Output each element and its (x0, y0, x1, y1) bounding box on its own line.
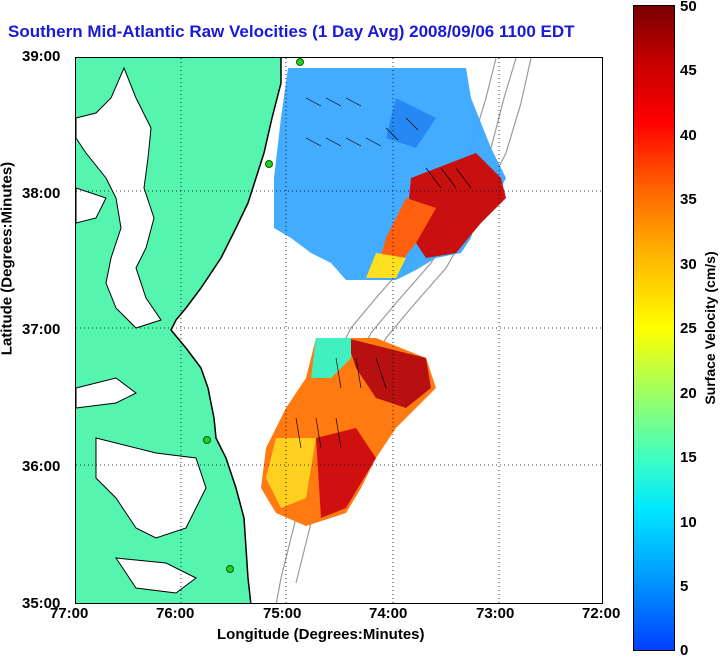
y-axis-label: Latitude (Degrees:Minutes) (0, 161, 16, 356)
x-axis-label: Longitude (Degrees:Minutes) (217, 626, 425, 643)
colorbar-label: Surface Velocity (cm/s) (702, 251, 718, 405)
colorbar-tick: 10 (680, 514, 697, 531)
x-tick: 75:00 (263, 605, 302, 622)
y-tick: 36:00 (22, 458, 61, 475)
colorbar-tick: 30 (680, 256, 697, 273)
x-tick: 77:00 (50, 605, 89, 622)
colorbar-tick: 15 (680, 449, 697, 466)
y-tick: 35:00 (22, 595, 61, 612)
y-tick: 39:00 (22, 48, 61, 65)
colorbar-tick: 50 (680, 0, 697, 15)
x-tick: 73:00 (476, 605, 515, 622)
colorbar (633, 5, 675, 651)
y-tick: 37:00 (22, 321, 61, 338)
map-area (75, 57, 603, 604)
chart-title: Southern Mid-Atlantic Raw Velocities (1 … (8, 22, 575, 41)
station-markers (203, 58, 304, 573)
chesapeake-bay (76, 66, 162, 329)
colorbar-tick: 35 (680, 191, 697, 208)
map-svg (76, 58, 602, 603)
colorbar-tick: 45 (680, 62, 697, 79)
colorbar-tick: 5 (680, 578, 689, 595)
velocity-vectors (295, 97, 472, 449)
colorbar-tick: 25 (680, 320, 697, 337)
colorbar-tick: 40 (680, 127, 697, 144)
x-tick: 74:00 (369, 605, 408, 622)
colorbar-tick: 20 (680, 385, 697, 402)
coastline (170, 58, 282, 603)
x-tick: 76:00 (156, 605, 195, 622)
y-tick: 38:00 (22, 185, 61, 202)
x-tick: 72:00 (582, 605, 621, 622)
colorbar-tick: 0 (680, 642, 689, 659)
grid-lines (76, 58, 602, 603)
